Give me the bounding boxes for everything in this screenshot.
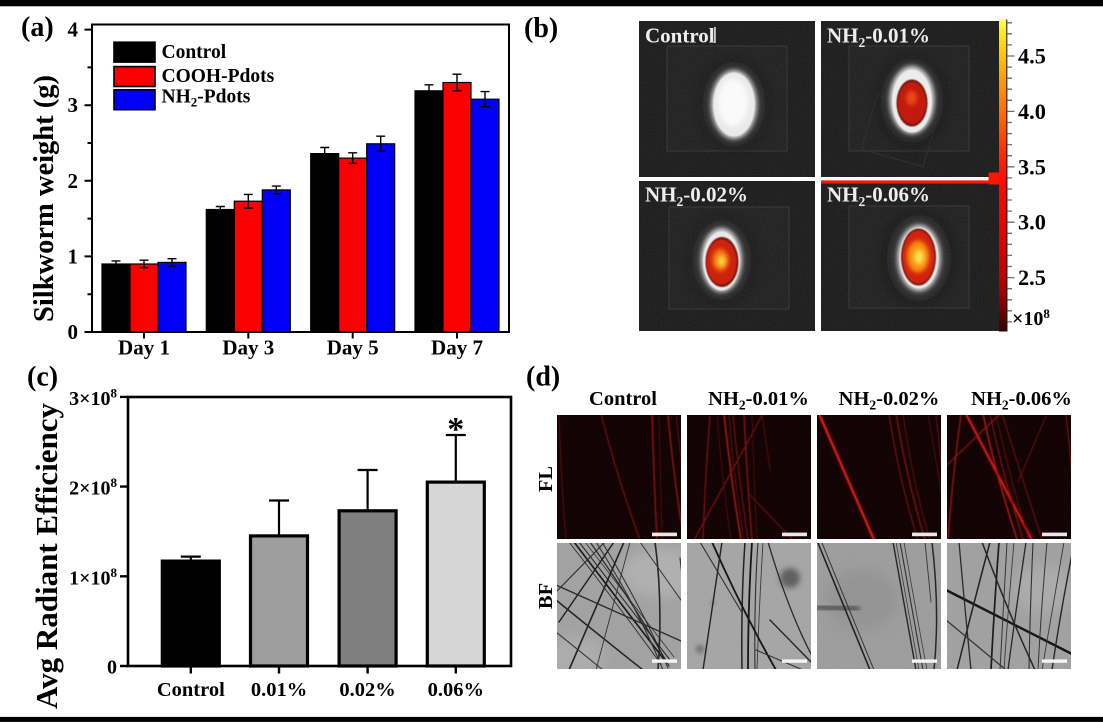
svg-text:Avg Radiant Efficiency: Avg Radiant Efficiency (29, 403, 64, 709)
svg-text:FL: FL (535, 466, 557, 492)
svg-text:NH2-Pdots: NH2-Pdots (162, 86, 251, 109)
svg-text:1×108: 1×108 (69, 565, 117, 590)
svg-text:(c): (c) (27, 362, 58, 393)
svg-text:4: 4 (68, 18, 79, 42)
svg-text:0: 0 (107, 657, 117, 679)
svg-text:2: 2 (68, 169, 79, 193)
svg-text:Day 1: Day 1 (118, 336, 170, 360)
svg-text:4.5: 4.5 (1018, 44, 1046, 69)
svg-text:2×108: 2×108 (69, 475, 117, 500)
svg-text:Day 3: Day 3 (222, 336, 274, 360)
svg-text:NH2-0.06%: NH2-0.06% (971, 388, 1072, 413)
svg-text:NH2-0.01%: NH2-0.01% (708, 388, 809, 413)
svg-text:Silkworm weight (g): Silkworm weight (g) (29, 75, 60, 322)
svg-text:Day 7: Day 7 (431, 336, 483, 360)
svg-text:3.5: 3.5 (1018, 154, 1046, 179)
svg-text:4.0: 4.0 (1018, 99, 1046, 124)
svg-text:0.02%: 0.02% (339, 679, 395, 701)
svg-text:3×108: 3×108 (69, 385, 117, 410)
svg-text:2.5: 2.5 (1018, 265, 1046, 290)
svg-text:3: 3 (68, 93, 79, 117)
svg-text:Control: Control (589, 388, 657, 410)
svg-text:3.0: 3.0 (1018, 210, 1046, 235)
svg-text:(d): (d) (526, 362, 560, 393)
svg-text:(b): (b) (524, 13, 558, 44)
svg-text:0.06%: 0.06% (428, 679, 484, 701)
svg-text:Control: Control (157, 679, 225, 701)
svg-text:NH2-0.02%: NH2-0.02% (839, 388, 940, 413)
svg-text:Control: Control (162, 42, 227, 63)
svg-text:1: 1 (68, 244, 79, 268)
svg-text:Day 5: Day 5 (327, 336, 379, 360)
svg-text:0: 0 (68, 320, 79, 344)
svg-text:0.01%: 0.01% (251, 679, 307, 701)
svg-text:COOH-Pdots: COOH-Pdots (162, 66, 275, 87)
svg-text:*: * (447, 411, 464, 448)
svg-text:BF: BF (535, 583, 557, 609)
svg-text:(a): (a) (21, 12, 54, 43)
